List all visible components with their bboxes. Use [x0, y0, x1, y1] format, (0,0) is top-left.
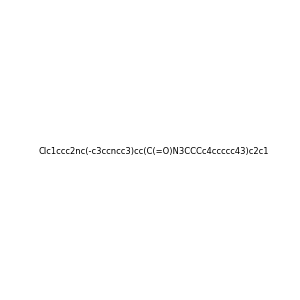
Text: Clc1ccc2nc(-c3ccncc3)cc(C(=O)N3CCCc4ccccc43)c2c1: Clc1ccc2nc(-c3ccncc3)cc(C(=O)N3CCCc4cccc… [38, 147, 269, 156]
